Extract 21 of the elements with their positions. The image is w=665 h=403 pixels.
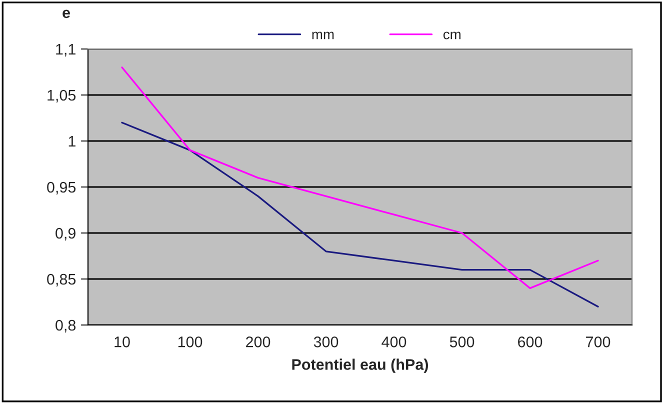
line-series [121, 122, 599, 308]
y-tick-label: 1,05 [48, 90, 76, 102]
legend-label: mm [312, 32, 334, 40]
x-tick-label: 300 [314, 336, 338, 348]
y-tick-label: 0,85 [47, 274, 76, 286]
y-tick-label: 0,95 [47, 182, 76, 194]
x-tick-label: 500 [450, 336, 474, 348]
line-series [121, 66, 599, 290]
legend-label: cm [443, 32, 460, 40]
y-tick-label: 1 [68, 136, 76, 147]
x-tick-label: 200 [246, 336, 270, 348]
x-tick-label: 700 [586, 336, 610, 348]
x-tick-label: 600 [518, 336, 542, 348]
x-axis-title: Potentiel eau (hPa) [292, 358, 428, 373]
y-tick-label: 0,8 [56, 320, 76, 332]
y-axis-title: e [62, 10, 70, 18]
x-tick-label: 10 [114, 336, 130, 348]
x-tick-label: 100 [178, 336, 202, 348]
y-tick-label: 1,1 [56, 44, 76, 56]
y-tick-label: 0,9 [56, 228, 76, 240]
x-tick-label: 400 [382, 336, 406, 348]
